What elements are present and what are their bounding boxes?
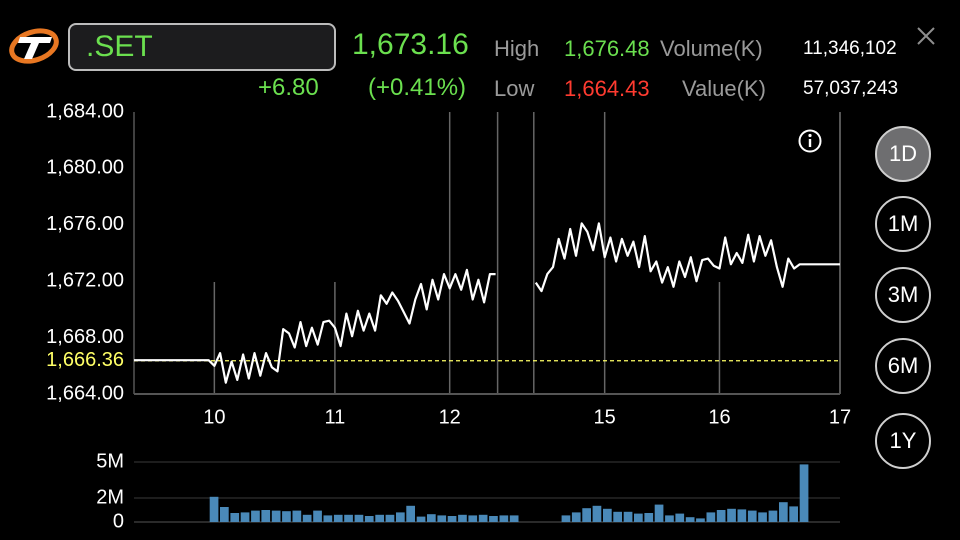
volume-bar [427,514,436,522]
volume-bar [489,516,498,522]
timeframe-1y-button[interactable]: 1Y [875,413,931,469]
volume-bar [385,514,395,522]
timeframe-1d-button[interactable]: 1D [875,126,931,182]
volume-bar [758,512,767,522]
volume-bar [623,511,633,522]
timeframe-6m-button[interactable]: 6M [875,338,931,394]
volume-bar [209,496,219,522]
close-icon[interactable] [914,24,938,48]
volume-bar [789,506,798,522]
volume-bar [675,513,685,522]
volume-bar [230,513,240,522]
volume-bar [799,464,809,522]
low-value: 1,664.43 [564,76,650,101]
volume-tick-label: 0 [113,510,124,532]
volume-bar [220,507,229,522]
x-tick-label: 11 [325,406,346,428]
info-icon[interactable] [798,129,822,153]
volume-bar [716,510,726,522]
last-price: 1,673.16 [352,28,469,61]
x-tick-label: 10 [203,406,225,428]
volume-bar [561,515,571,522]
y-tick-label: 1,672.00 [46,269,124,291]
volume-bar [499,515,509,522]
x-tick-label: 15 [594,406,616,428]
volume-bar [779,502,788,522]
volume-bar [354,514,364,522]
high-value: 1,676.48 [564,36,650,61]
volume-bar [344,514,353,522]
volume-bar [406,505,415,522]
volume-bar [302,514,312,522]
volume-bar [603,508,612,522]
volume-value: 11,346,102 [803,38,897,59]
price-series-line [134,268,496,384]
value-label: Value(K) [682,76,766,101]
price-series-line [534,222,840,293]
y-tick-label: 1,676.00 [46,213,124,235]
timeframe-1m-button[interactable]: 1M [875,196,931,252]
volume-bar [634,513,643,522]
volume-bar [644,513,654,522]
prev-close-label: 1,666.36 [46,349,124,371]
price-change-percent: (+0.41%) [368,74,467,101]
high-label: High [494,36,540,61]
x-tick-label: 16 [708,406,730,428]
volume-bar [582,508,591,522]
volume-bar [696,518,705,522]
plot-area [134,112,841,394]
volume-bar [313,510,322,522]
volume-bar [271,510,281,522]
volume-bar [240,512,250,522]
volume-bar [375,514,384,522]
volume-bar [478,514,488,522]
volume-bar [592,505,602,522]
volume-tick-label: 5M [96,450,124,472]
price-change: +6.80 [258,74,319,101]
set-logo-icon [9,28,59,64]
volume-label: Volume(K) [660,36,763,61]
volume-bar [654,504,664,522]
volume-bar [416,516,426,522]
volume-bar [261,510,271,522]
timeframe-3m-button[interactable]: 3M [875,267,931,323]
volume-bar [364,516,374,522]
volume-bar [571,512,581,522]
y-tick-label: 1,664.00 [46,382,124,404]
volume-bar [509,515,519,522]
low-label: Low [494,76,535,101]
volume-bar [665,515,674,522]
volume-bar [292,510,302,522]
volume-bar [685,517,695,522]
volume-bar [437,515,447,522]
volume-bar [706,512,716,522]
volume-bar [396,512,405,522]
volume-bar [458,514,467,522]
volume-bar [747,510,757,522]
y-tick-label: 1,668.00 [46,326,124,348]
volume-bar [468,515,478,522]
volume-tick-label: 2M [96,486,124,508]
volume-bar [333,514,343,522]
x-tick-label: 17 [829,406,851,428]
price-chart: 1,684.00 1,680.00 1,676.00 1,672.00 1,668.00… [46,100,851,532]
volume-bar [251,510,260,522]
value-value: 57,037,243 [803,78,899,99]
volume-bar [323,515,333,522]
x-tick-label: 12 [439,406,461,428]
y-tick-label: 1,680.00 [46,157,124,179]
volume-bar [282,511,291,522]
y-tick-label: 1,684.00 [46,100,124,122]
volume-bar [613,511,622,522]
volume-bar [727,508,736,522]
volume-bar [447,516,457,522]
symbol-search-input[interactable]: .SET [68,23,336,71]
volume-bar [768,510,778,522]
volume-bar [737,509,747,522]
